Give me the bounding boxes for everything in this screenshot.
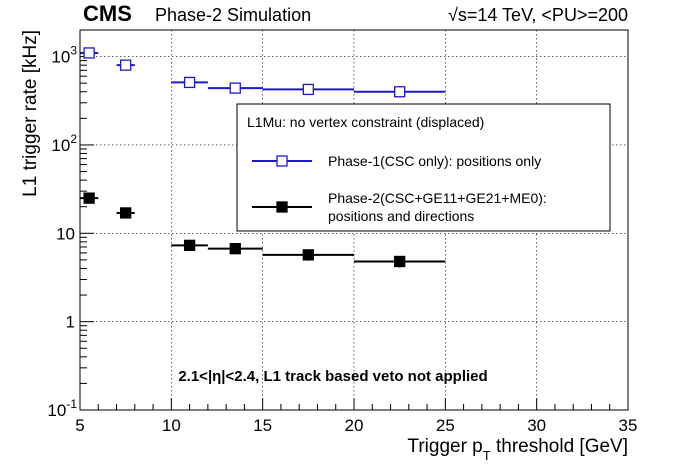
x-tick-label: 25 xyxy=(436,416,455,435)
legend-title: L1Mu: no vertex constraint (displaced) xyxy=(247,114,484,130)
data-point xyxy=(302,249,314,261)
x-tick-label: 15 xyxy=(253,416,272,435)
data-point xyxy=(120,207,132,219)
x-tick-label: 35 xyxy=(619,416,638,435)
data-point xyxy=(183,239,196,252)
data-point xyxy=(229,243,241,255)
x-ticks: 5 10 15 20 25 30 35 xyxy=(75,398,637,435)
y-tick-label: 103 xyxy=(51,44,77,67)
legend-entry-label: Phase-2(CSC+GE11+GE21+ME0): positions and… xyxy=(328,190,547,224)
series-phase2 xyxy=(80,192,446,268)
data-series xyxy=(80,47,446,268)
energy-label: √s=14 TeV, <PU>=200 xyxy=(448,5,628,25)
series-phase1 xyxy=(80,47,446,98)
legend-marker xyxy=(276,155,288,167)
selection-annotation: 2.1<|η|<2.4, L1 track based veto not app… xyxy=(178,368,487,385)
legend-box xyxy=(236,103,611,232)
simulation-label: Phase-2 Simulation xyxy=(155,5,311,25)
data-point xyxy=(83,47,95,59)
y-tick-label: 1 xyxy=(66,313,75,332)
plot-frame xyxy=(79,29,629,411)
data-point xyxy=(394,86,406,98)
legend: L1Mu: no vertex constraint (displaced) P… xyxy=(236,103,611,232)
x-tick-label: 20 xyxy=(345,416,364,435)
data-point xyxy=(120,59,132,71)
legend-marker xyxy=(276,201,288,213)
cms-label: CMS xyxy=(83,1,132,26)
data-point xyxy=(183,76,196,89)
x-tick-label: 30 xyxy=(527,416,546,435)
data-point xyxy=(302,83,314,96)
y-ticks: 10-1 1 10 102 103 xyxy=(47,29,94,420)
x-tick-label: 10 xyxy=(162,416,181,435)
data-point xyxy=(83,192,95,204)
data-point xyxy=(229,82,241,94)
y-tick-label: 10-1 xyxy=(47,397,77,420)
legend-entry-label: Phase-1(CSC only): positions only xyxy=(328,153,541,169)
x-tick-label: 5 xyxy=(75,416,84,435)
x-axis-label: Trigger pT threshold [GeV] xyxy=(407,436,628,463)
y-tick-label: 10 xyxy=(56,224,75,243)
data-point xyxy=(394,255,406,268)
legend-entries: Phase-1(CSC only): positions only Phase-2… xyxy=(252,153,547,224)
y-axis-label: L1 trigger rate [kHz] xyxy=(20,30,41,197)
y-tick-label: 102 xyxy=(51,132,77,155)
